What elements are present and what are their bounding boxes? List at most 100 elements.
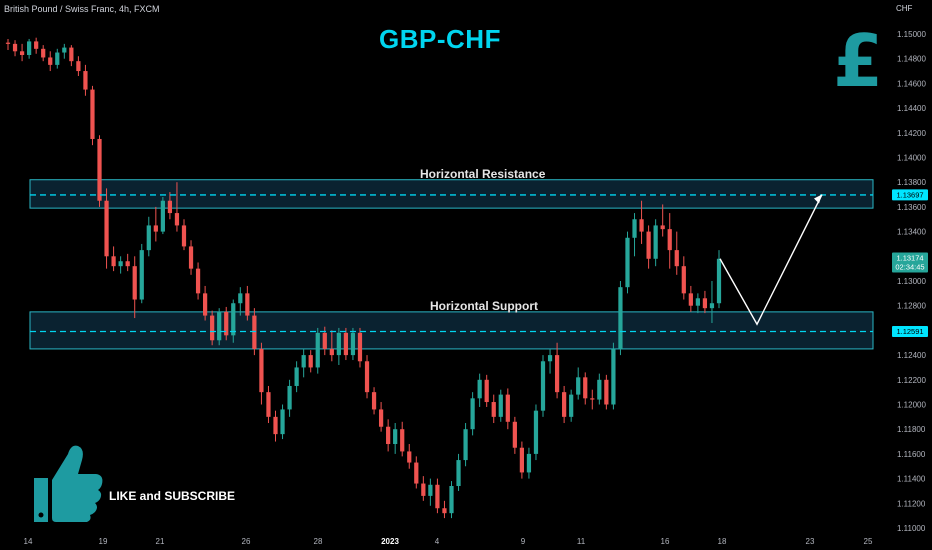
candle-body[interactable]: [667, 229, 672, 251]
candle-body[interactable]: [188, 246, 194, 269]
candle-body[interactable]: [146, 225, 151, 251]
candle-body[interactable]: [681, 266, 686, 294]
candle-body[interactable]: [470, 398, 475, 430]
candle-body[interactable]: [442, 508, 447, 514]
candle-body[interactable]: [252, 315, 257, 349]
candle-body[interactable]: [491, 402, 496, 417]
candle-body[interactable]: [371, 392, 377, 410]
candle-body[interactable]: [111, 256, 116, 267]
candle-body[interactable]: [210, 315, 215, 341]
candle-body[interactable]: [336, 332, 341, 356]
candle-body[interactable]: [435, 484, 440, 509]
candle-body[interactable]: [498, 394, 503, 417]
candle-body[interactable]: [104, 200, 109, 257]
candle-body[interactable]: [716, 258, 722, 304]
candle-body[interactable]: [315, 332, 320, 368]
candle-body[interactable]: [280, 409, 285, 435]
candle-body[interactable]: [55, 52, 60, 65]
candle-body[interactable]: [583, 377, 588, 399]
candle-body[interactable]: [343, 332, 349, 356]
candle-body[interactable]: [238, 293, 243, 304]
candle-body[interactable]: [625, 237, 630, 288]
candle-body[interactable]: [357, 332, 363, 362]
candle-body[interactable]: [259, 348, 264, 393]
candle-body[interactable]: [378, 409, 384, 427]
candle-body[interactable]: [604, 379, 609, 405]
candle-body[interactable]: [287, 385, 292, 410]
candle-body[interactable]: [19, 51, 25, 55]
candle-body[interactable]: [153, 225, 158, 232]
candle-body[interactable]: [547, 355, 553, 362]
candle-body[interactable]: [702, 298, 708, 309]
candle-body[interactable]: [273, 416, 278, 435]
candle-body[interactable]: [224, 311, 229, 336]
candle-body[interactable]: [245, 293, 250, 316]
candle-body[interactable]: [83, 71, 88, 90]
candle-body[interactable]: [400, 429, 405, 452]
candle-body[interactable]: [217, 311, 222, 341]
candle-body[interactable]: [195, 268, 201, 294]
candle-body[interactable]: [688, 293, 693, 306]
candle-body[interactable]: [646, 231, 651, 259]
candle-body[interactable]: [562, 392, 567, 417]
candle-body[interactable]: [160, 200, 165, 232]
thumbs-up-icon[interactable]: [30, 440, 106, 531]
candle-body[interactable]: [5, 42, 11, 44]
candle-body[interactable]: [421, 483, 426, 496]
candle-body[interactable]: [48, 57, 53, 65]
candle-body[interactable]: [301, 355, 306, 368]
candle-body[interactable]: [76, 61, 81, 72]
candle-body[interactable]: [540, 361, 546, 411]
candle-body[interactable]: [202, 293, 208, 316]
candle-body[interactable]: [449, 486, 454, 514]
candle-body[interactable]: [611, 348, 616, 405]
candle-body[interactable]: [505, 394, 510, 422]
candle-body[interactable]: [125, 261, 130, 267]
candle-body[interactable]: [590, 398, 595, 400]
candle-body[interactable]: [484, 379, 489, 403]
candle-body[interactable]: [90, 89, 95, 139]
candle-body[interactable]: [618, 287, 623, 349]
candle-body[interactable]: [41, 48, 46, 58]
candle-body[interactable]: [12, 43, 18, 52]
candle-body[interactable]: [576, 377, 581, 395]
candle-body[interactable]: [139, 250, 144, 300]
candle-body[interactable]: [519, 447, 525, 473]
candle-body[interactable]: [428, 484, 433, 496]
candle-body[interactable]: [174, 213, 180, 226]
candle-body[interactable]: [674, 250, 679, 267]
candle-body[interactable]: [597, 379, 602, 400]
candle-body[interactable]: [456, 460, 461, 487]
candle-body[interactable]: [463, 429, 468, 461]
candle-body[interactable]: [322, 332, 327, 349]
candle-body[interactable]: [118, 261, 123, 267]
candle-body[interactable]: [329, 348, 334, 356]
candle-body[interactable]: [34, 41, 39, 49]
candle-body[interactable]: [231, 303, 236, 336]
candle-body[interactable]: [132, 266, 137, 300]
candle-body[interactable]: [554, 355, 560, 393]
candle-body[interactable]: [97, 138, 102, 201]
candle-body[interactable]: [350, 332, 356, 356]
candle-body[interactable]: [386, 426, 391, 445]
candle-body[interactable]: [526, 453, 532, 473]
candle-body[interactable]: [512, 421, 517, 448]
candle-body[interactable]: [308, 355, 313, 368]
candle-body[interactable]: [477, 379, 482, 399]
candle-body[interactable]: [653, 225, 658, 259]
candle-body[interactable]: [27, 41, 32, 55]
candle-body[interactable]: [695, 298, 700, 306]
candle-body[interactable]: [266, 392, 271, 417]
candle-body[interactable]: [364, 361, 370, 393]
candle-body[interactable]: [69, 47, 74, 62]
candle-body[interactable]: [181, 225, 187, 247]
candle-body[interactable]: [533, 410, 539, 454]
candle-body[interactable]: [414, 462, 419, 484]
candle-body[interactable]: [632, 219, 637, 238]
candle-body[interactable]: [639, 219, 644, 232]
candle-body[interactable]: [407, 451, 412, 463]
candle-body[interactable]: [709, 303, 715, 309]
candle-body[interactable]: [393, 429, 398, 445]
candle-body[interactable]: [569, 394, 574, 417]
